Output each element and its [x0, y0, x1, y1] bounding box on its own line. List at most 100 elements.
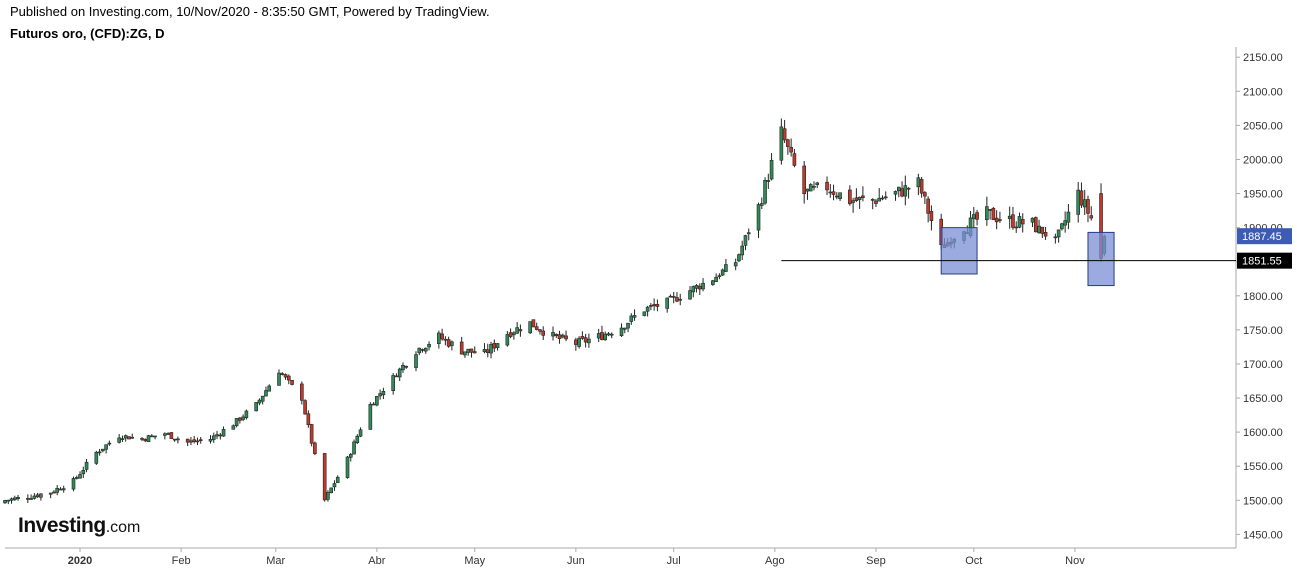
- candle-body: [854, 197, 859, 201]
- y-tick-label: 2150.00: [1243, 52, 1283, 64]
- candle-body: [779, 126, 784, 161]
- candle-body: [84, 461, 89, 470]
- candle-body: [71, 478, 76, 490]
- candle-body: [609, 333, 614, 336]
- candle-body: [368, 404, 373, 430]
- candle-body: [678, 298, 683, 301]
- candle-body: [120, 438, 125, 440]
- candle-body: [812, 185, 816, 188]
- candle-body: [675, 297, 679, 302]
- price-tag-label: 1851.55: [1242, 256, 1282, 268]
- candle-body: [737, 254, 741, 262]
- y-tick-label: 2000.00: [1243, 154, 1283, 166]
- candle-body: [264, 390, 268, 397]
- candle-body: [698, 285, 702, 290]
- candle-body: [371, 403, 376, 406]
- candle-body: [577, 337, 581, 347]
- candle-body: [58, 488, 63, 491]
- candle-body: [1030, 217, 1035, 223]
- candle-body: [176, 438, 180, 441]
- candle-body: [835, 195, 839, 198]
- candle-body: [286, 375, 291, 381]
- candle-body: [619, 327, 624, 337]
- candle-body: [1060, 223, 1064, 230]
- candle-body: [1056, 229, 1061, 238]
- x-tick-label: May: [464, 555, 485, 567]
- candle-body: [587, 338, 591, 344]
- candle-body: [26, 498, 30, 500]
- candle-body: [185, 438, 190, 443]
- candle-body: [335, 476, 340, 483]
- candle-body: [606, 333, 611, 336]
- candle-body: [143, 439, 148, 442]
- y-tick-label: 1450.00: [1243, 529, 1283, 541]
- y-tick-label: 1800.00: [1243, 291, 1283, 303]
- candle-body: [561, 334, 565, 338]
- investing-logo: Investing.com: [18, 514, 140, 538]
- candle-body: [877, 197, 882, 202]
- candle-body: [766, 180, 771, 182]
- candle-body: [649, 305, 653, 307]
- candle-body: [35, 494, 40, 498]
- candle-body: [671, 296, 676, 298]
- candle-body: [352, 441, 356, 455]
- candle-body: [923, 192, 927, 197]
- candle-body: [714, 276, 718, 282]
- candle-body: [600, 332, 604, 340]
- candle-body: [101, 448, 105, 452]
- candle-body: [851, 200, 855, 203]
- candle-body: [303, 400, 307, 415]
- candle-body: [538, 329, 542, 332]
- y-tick-label: 2100.00: [1243, 86, 1283, 98]
- candle-body: [906, 187, 911, 190]
- candle-body: [195, 440, 200, 443]
- candle-body: [994, 217, 999, 223]
- candle-body: [763, 180, 767, 204]
- y-tick-label: 1550.00: [1243, 461, 1283, 473]
- candle-body: [1040, 226, 1045, 234]
- candle-body: [427, 344, 431, 348]
- price-tag-label: 1887.45: [1242, 231, 1282, 243]
- candle-body: [280, 373, 285, 375]
- candle-body: [1037, 225, 1041, 234]
- candle-body: [198, 439, 203, 441]
- candle-body: [919, 179, 924, 194]
- candle-body: [277, 372, 281, 386]
- candle-body: [117, 437, 121, 443]
- candle-body: [489, 344, 493, 354]
- candle-body: [123, 435, 128, 439]
- candle-body: [512, 332, 516, 336]
- x-tick-label: Jun: [567, 555, 585, 567]
- candle-body: [218, 434, 223, 437]
- candle-body: [1017, 216, 1022, 228]
- candle-body: [149, 435, 154, 438]
- candle-body: [492, 342, 497, 349]
- candle-body: [831, 191, 836, 195]
- candle-body: [848, 189, 852, 205]
- candle-body: [701, 282, 705, 290]
- candle-body: [313, 442, 317, 454]
- candle-body: [329, 487, 334, 494]
- candle-body: [991, 207, 996, 221]
- x-tick-label: 2020: [68, 555, 92, 567]
- x-tick-label: Mar: [266, 555, 285, 567]
- candle-body: [16, 496, 20, 499]
- price-tag-bg: [1237, 228, 1292, 245]
- candle-body: [580, 336, 585, 339]
- candle-body: [397, 368, 402, 378]
- candle-body: [596, 333, 601, 339]
- candle-body: [169, 432, 174, 439]
- candle-body: [861, 195, 865, 198]
- candle-body: [998, 219, 1002, 221]
- candle-body: [1079, 190, 1084, 206]
- candle-body: [381, 391, 386, 396]
- candle-body: [495, 343, 500, 348]
- candle-body: [1007, 215, 1012, 220]
- candle-body: [626, 322, 630, 329]
- x-tick-label: Sep: [866, 555, 886, 567]
- candle-body: [61, 488, 66, 491]
- candle-body: [916, 177, 921, 188]
- candle-body: [652, 304, 656, 307]
- candle-body: [972, 214, 976, 220]
